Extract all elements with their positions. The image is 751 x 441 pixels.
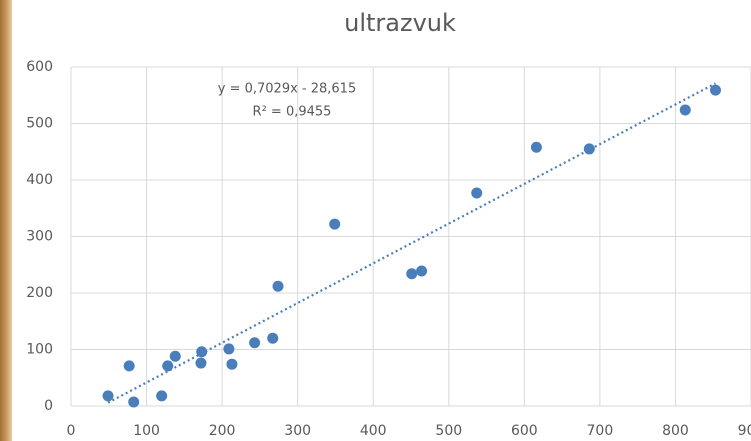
- point: [471, 187, 483, 199]
- point: [406, 268, 418, 280]
- point: [162, 360, 174, 372]
- trendline-r-squared: R² = 0,9455: [253, 105, 332, 120]
- x-tick-label: 200: [209, 423, 236, 439]
- x-tick-label: 400: [360, 423, 387, 439]
- y-tick-label: 0: [44, 398, 53, 414]
- point: [329, 218, 341, 230]
- point: [123, 360, 135, 372]
- point: [195, 357, 207, 369]
- point: [416, 265, 428, 277]
- point: [272, 280, 284, 292]
- point: [226, 358, 238, 370]
- x-tick-label: 900: [738, 423, 751, 439]
- x-tick-label: 0: [67, 423, 76, 439]
- point: [530, 141, 542, 153]
- y-tick-label: 200: [26, 285, 53, 301]
- x-tick-label: 800: [662, 423, 689, 439]
- trendline: [107, 82, 717, 404]
- y-tick-label: 500: [26, 116, 53, 132]
- point: [709, 84, 721, 96]
- point: [169, 350, 181, 362]
- point: [196, 346, 208, 358]
- point: [583, 143, 595, 155]
- y-tick-label: 400: [26, 172, 53, 188]
- chart-title: ultrazvuk: [344, 9, 456, 37]
- trendline-equation: y = 0,7029x - 28,615: [218, 82, 356, 97]
- x-tick-label: 500: [435, 423, 462, 439]
- point: [679, 104, 691, 116]
- point: [128, 396, 140, 408]
- point: [249, 337, 261, 349]
- background-edge: [0, 0, 12, 441]
- x-tick-label: 600: [511, 423, 538, 439]
- x-tick-label: 700: [587, 423, 614, 439]
- y-tick-label: 300: [26, 229, 53, 245]
- x-tick-label: 100: [133, 423, 160, 439]
- point: [156, 390, 168, 402]
- y-tick-label: 600: [26, 59, 53, 75]
- point: [102, 390, 114, 402]
- point: [267, 332, 279, 344]
- x-tick-label: 300: [284, 423, 311, 439]
- point: [223, 343, 235, 355]
- y-tick-label: 100: [26, 342, 53, 358]
